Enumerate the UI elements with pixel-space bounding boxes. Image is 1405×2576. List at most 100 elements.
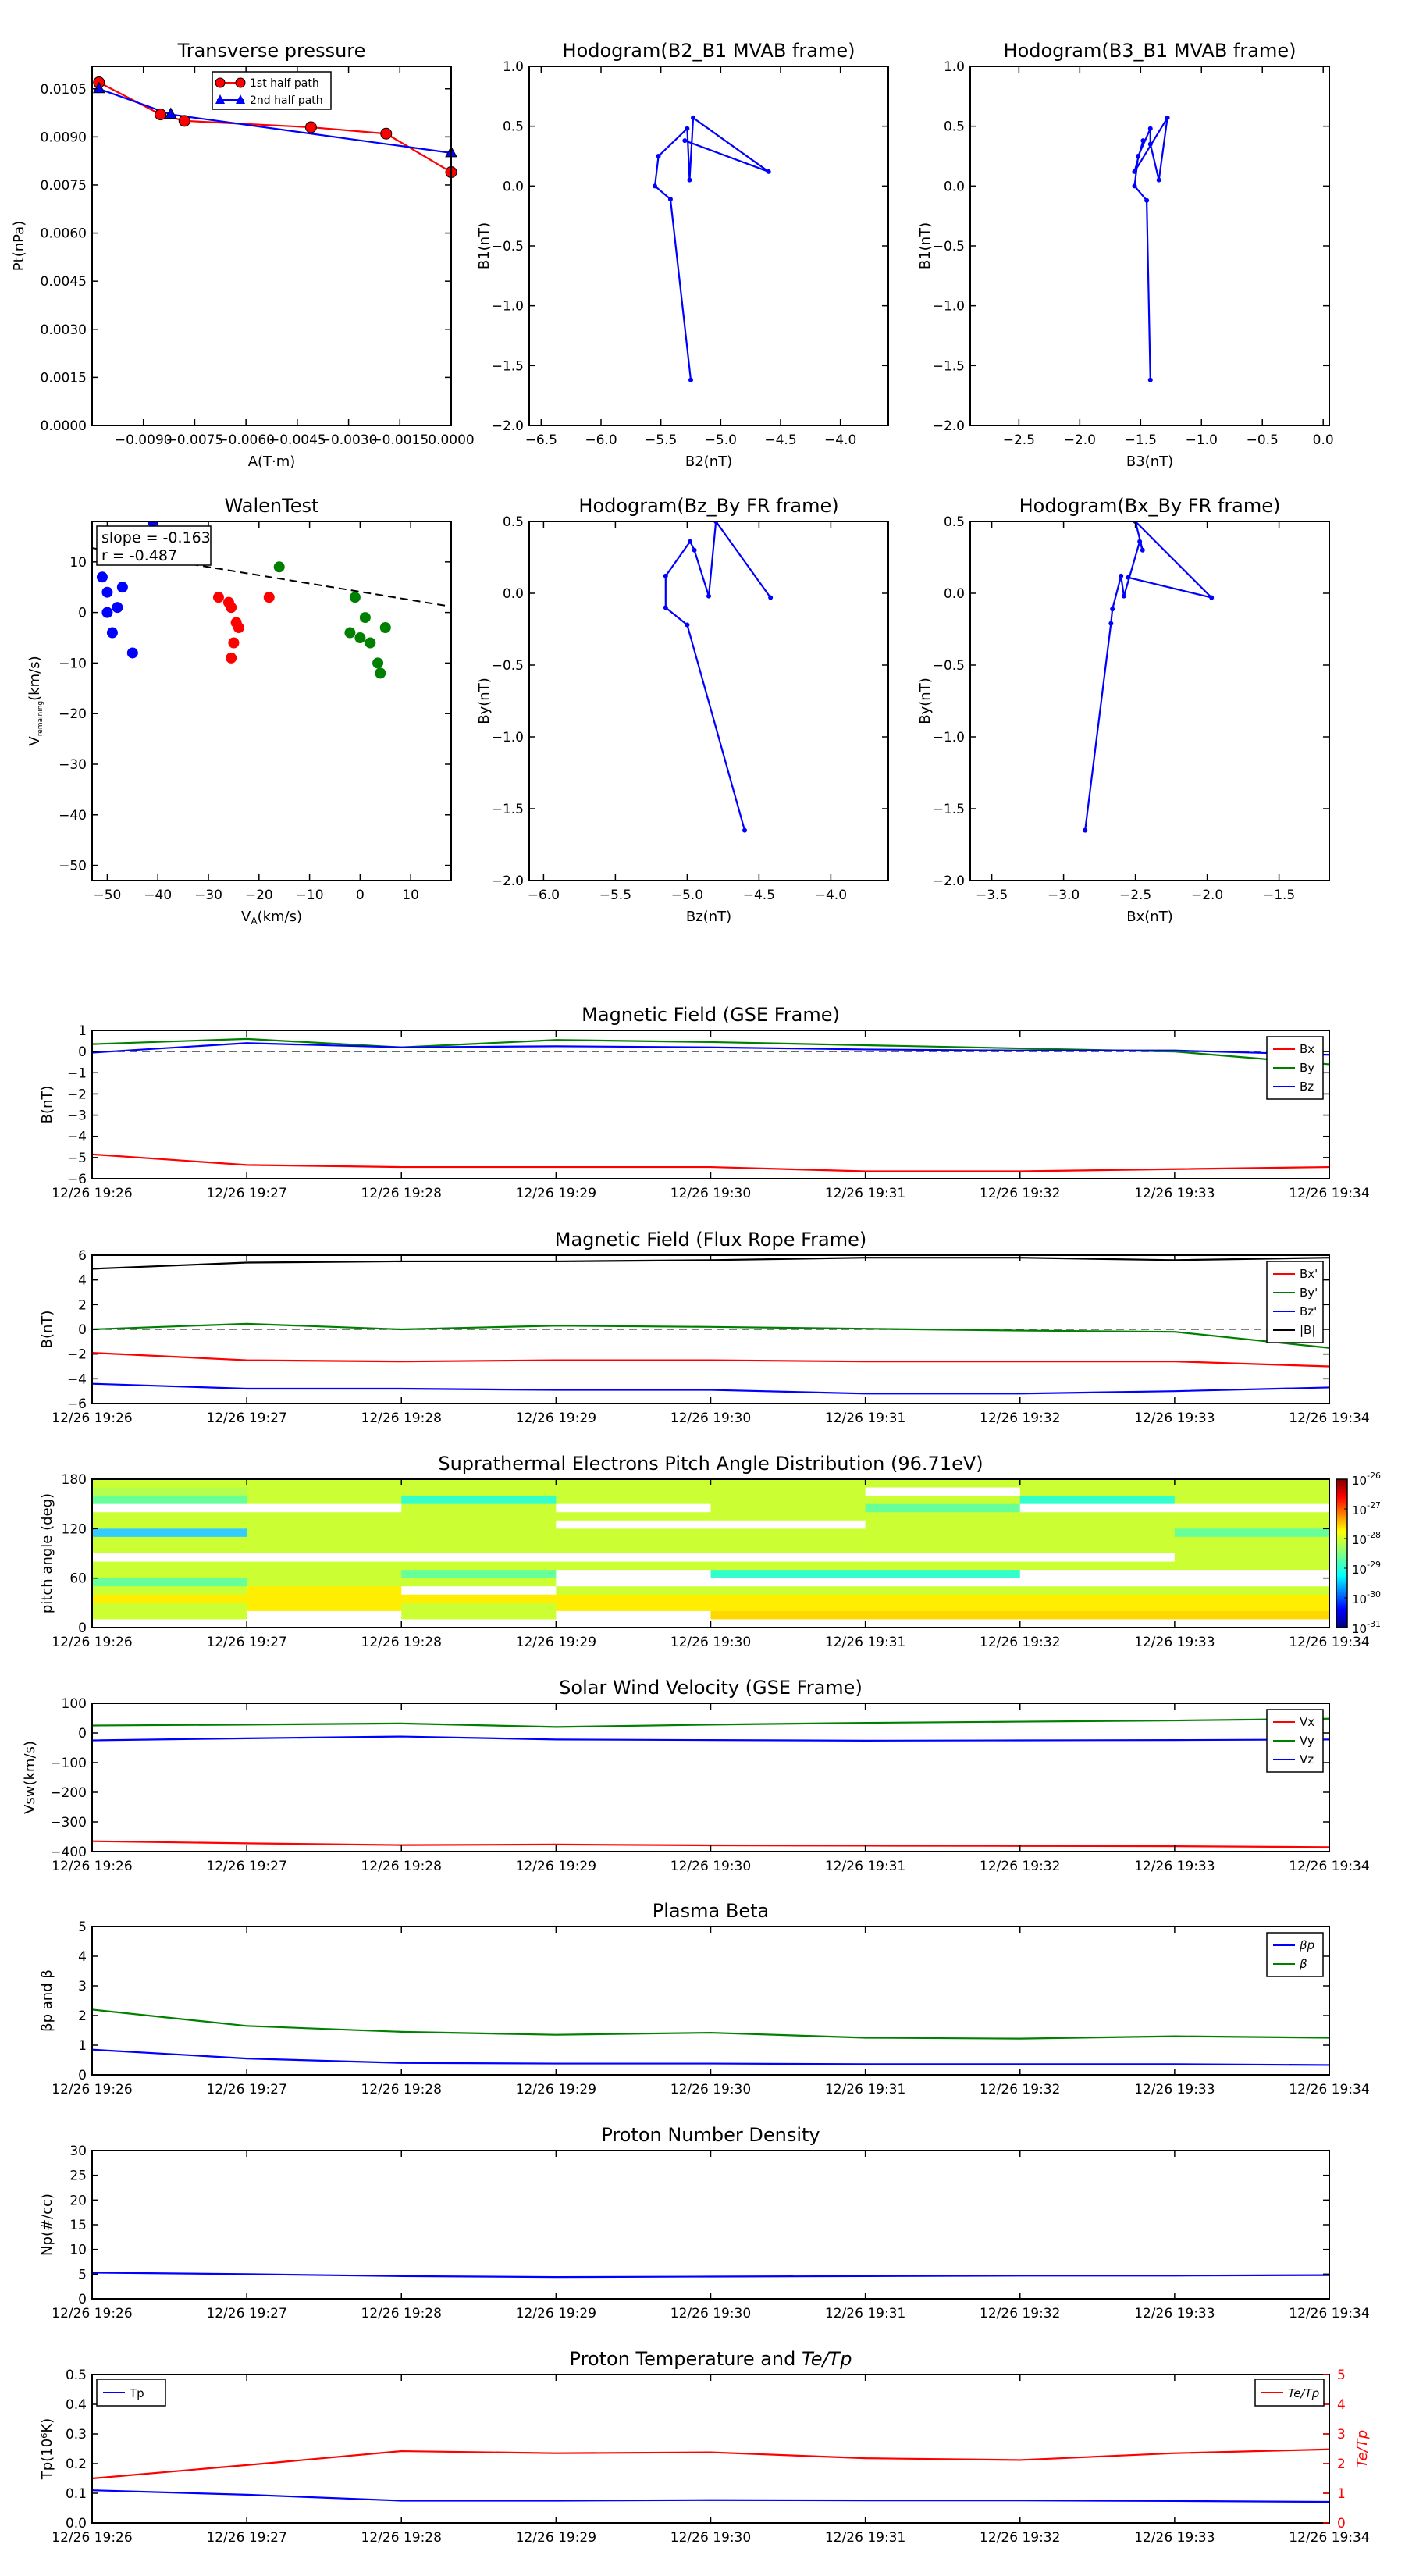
heatmap-cell [1174, 1578, 1330, 1587]
heatmap-cell [865, 1594, 1021, 1603]
y-tick-label: 5 [78, 1920, 87, 1935]
chart-title-text: Proton Temperature and [570, 2348, 802, 2370]
heatmap-cell [556, 1610, 711, 1620]
y-tick-label: −2.0 [492, 873, 524, 889]
x-tick-label: 0.0000 [428, 432, 474, 448]
x-tick-label: −30 [194, 888, 222, 903]
y-tick-label: 0.0045 [41, 274, 87, 290]
heatmap-cell [865, 1545, 1021, 1554]
y-tick-label: 0.0030 [41, 322, 87, 338]
x-tick-label: −1.5 [1125, 432, 1157, 448]
heatmap-cell [556, 1503, 711, 1513]
data-point [653, 183, 657, 189]
annotation-r: r = -0.487 [101, 547, 177, 564]
legend: Bx By Bz [1266, 1036, 1324, 1100]
y-tick-label: −2.0 [492, 418, 524, 434]
time-tick-label: 12/26 19:31 [825, 2306, 905, 2322]
heatmap-cell [865, 1528, 1021, 1538]
y-tick-label: −4 [67, 1372, 87, 1387]
time-tick-label: 12/26 19:28 [361, 2530, 442, 2546]
x-axis-label-sub: A [251, 916, 258, 927]
scatter-point [263, 592, 275, 603]
heatmap-cell [865, 1487, 1021, 1496]
heatmap-cell [1019, 1619, 1176, 1628]
legend: 1st half path 2nd half path [212, 71, 332, 110]
heatmap-cell [92, 1610, 247, 1620]
time-tick-label: 12/26 19:30 [670, 1859, 751, 1874]
chart-title: Plasma Beta [653, 1900, 769, 1922]
heatmap-cell [1174, 1545, 1330, 1554]
legend-label: Bz [1300, 1080, 1314, 1094]
y-axis-label: pitch angle (deg) [39, 1493, 55, 1614]
y-tick-label: −0.5 [933, 239, 965, 254]
data-point [1119, 573, 1124, 578]
heatmap-cell [401, 1512, 557, 1521]
time-tick-label: 12/26 19:29 [516, 1635, 596, 1650]
data-point [1132, 169, 1137, 174]
heatmap-cell [1019, 1496, 1176, 1505]
series-line-1st-half-path [98, 81, 451, 173]
heatmap-cell [865, 1496, 1021, 1505]
legend-marker [215, 94, 225, 104]
x-tick-label: −3.0 [1048, 888, 1080, 903]
heatmap-cell [1174, 1603, 1330, 1612]
time-tick-label: 12/26 19:26 [52, 1411, 132, 1426]
legend-label: Bx [1300, 1042, 1314, 1056]
data-point [687, 177, 692, 183]
time-tick-label: 12/26 19:27 [206, 1411, 286, 1426]
heatmap-cell [247, 1545, 402, 1554]
heatmap-cell [710, 1553, 866, 1563]
heatmap-cell [1174, 1570, 1330, 1579]
scatter-point [354, 632, 366, 644]
heatmap-cell [556, 1487, 711, 1496]
heatmap-cell [92, 1487, 247, 1496]
time-tick-label: 12/26 19:29 [516, 1411, 596, 1426]
plot-area [1132, 115, 1170, 382]
x-tick-label: −5.5 [645, 432, 677, 448]
time-tick-label: 12/26 19:33 [1134, 2530, 1215, 2546]
scatter-point [273, 561, 285, 573]
x-tick-label: −0.0075 [166, 432, 224, 448]
heatmap-cell [710, 1528, 866, 1538]
time-tick-label: 12/26 19:32 [980, 1859, 1060, 1874]
series-line-Bz [91, 1042, 1330, 1056]
x-tick-label: −4.5 [764, 432, 796, 448]
heatmap-cell [710, 1603, 866, 1612]
data-point [706, 593, 711, 599]
x-tick-label: −0.0030 [320, 432, 378, 448]
colorbar-tick-exp: -26 [1367, 1471, 1381, 1481]
time-tick-label: 12/26 19:34 [1289, 1411, 1369, 1426]
y-tick-label: 25 [69, 2169, 87, 2184]
y-tick-label: 0.0 [944, 586, 965, 602]
time-tick-label: 12/26 19:28 [361, 2082, 442, 2097]
scatter-point [344, 627, 356, 639]
x-tick-label: −3.5 [976, 888, 1008, 903]
chart-title: WalenTest [225, 495, 319, 517]
legend: βp β [1266, 1932, 1324, 1977]
panel-pad: Suprathermal Electrons Pitch Angle Distr… [39, 1453, 1381, 1650]
y-tick-label: −0.5 [492, 239, 524, 254]
y-tick-label: 0 [78, 1044, 87, 1060]
heatmap-cell [556, 1578, 711, 1587]
chart-title-math: Te/Tp [802, 2348, 852, 2370]
series-line-Bz- [91, 1382, 1330, 1395]
time-tick-label: 12/26 19:28 [361, 1859, 442, 1874]
time-tick-label: 12/26 19:33 [1134, 2082, 1215, 2097]
x-tick-label: −2.5 [1003, 432, 1035, 448]
panel-beta: Plasma Beta 0 1 2 3 4 5 12/26 19:26 12/26 19:27 1… [39, 1900, 1370, 2097]
y-tick-label: 0.5 [503, 119, 524, 135]
heatmap-cell [1019, 1578, 1176, 1587]
heatmap-cell [92, 1603, 247, 1612]
heatmap-cell [1019, 1487, 1176, 1496]
heatmap-cell [865, 1479, 1021, 1489]
time-tick-label: 12/26 19:29 [516, 1859, 596, 1874]
colorbar-tick-base: 10 [1352, 1592, 1367, 1606]
y2-tick-label: 3 [1337, 2427, 1346, 2443]
heatmap-cell [247, 1594, 402, 1603]
x-axis-label: Bz(nT) [686, 909, 731, 925]
legend: Tp [96, 2379, 166, 2407]
time-tick-label: 12/26 19:27 [206, 2082, 286, 2097]
time-tick-label: 12/26 19:27 [206, 1186, 286, 1201]
time-tick-label: 12/26 19:32 [980, 1635, 1060, 1650]
time-tick-label: 12/26 19:27 [206, 1635, 286, 1650]
